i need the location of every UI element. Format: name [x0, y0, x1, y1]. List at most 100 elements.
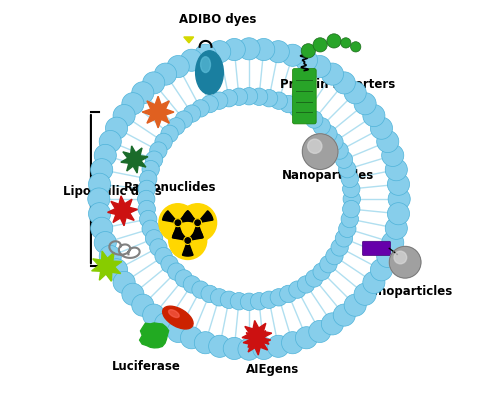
- Text: Radionuclides: Radionuclides: [124, 181, 216, 194]
- Polygon shape: [182, 211, 195, 222]
- Circle shape: [194, 332, 217, 354]
- Circle shape: [389, 246, 421, 278]
- Circle shape: [192, 100, 209, 117]
- Circle shape: [394, 251, 407, 264]
- Circle shape: [250, 88, 268, 105]
- Circle shape: [333, 304, 356, 326]
- Circle shape: [175, 270, 193, 287]
- Circle shape: [238, 38, 260, 60]
- Circle shape: [167, 55, 189, 78]
- Ellipse shape: [168, 310, 179, 318]
- Circle shape: [161, 256, 178, 273]
- Circle shape: [139, 170, 157, 187]
- Circle shape: [339, 160, 356, 178]
- Circle shape: [195, 220, 200, 225]
- Circle shape: [183, 276, 201, 293]
- Circle shape: [343, 200, 360, 218]
- Circle shape: [211, 92, 228, 109]
- Circle shape: [301, 44, 315, 58]
- Circle shape: [142, 72, 165, 94]
- Circle shape: [385, 217, 407, 239]
- Circle shape: [138, 180, 155, 198]
- Circle shape: [252, 338, 275, 359]
- Circle shape: [270, 289, 287, 306]
- Circle shape: [252, 39, 275, 60]
- Circle shape: [260, 90, 278, 107]
- Circle shape: [309, 55, 331, 78]
- Circle shape: [155, 248, 172, 265]
- Ellipse shape: [163, 306, 193, 329]
- Circle shape: [223, 338, 246, 359]
- Circle shape: [168, 263, 185, 280]
- Circle shape: [183, 105, 201, 122]
- Circle shape: [281, 44, 304, 66]
- Circle shape: [313, 38, 327, 52]
- Circle shape: [295, 49, 318, 71]
- Circle shape: [297, 105, 315, 122]
- Circle shape: [387, 173, 409, 195]
- Circle shape: [113, 105, 135, 127]
- Circle shape: [250, 293, 268, 310]
- Text: Protein reporters: Protein reporters: [280, 78, 395, 91]
- Circle shape: [168, 118, 185, 135]
- Circle shape: [371, 117, 392, 139]
- FancyBboxPatch shape: [292, 68, 316, 124]
- Polygon shape: [181, 211, 193, 222]
- Circle shape: [192, 281, 209, 298]
- Polygon shape: [162, 211, 175, 222]
- Circle shape: [309, 320, 331, 343]
- Circle shape: [209, 335, 231, 357]
- Circle shape: [142, 160, 159, 178]
- Circle shape: [175, 220, 181, 225]
- Text: Luciferase: Luciferase: [112, 361, 181, 373]
- Polygon shape: [200, 211, 213, 222]
- Circle shape: [289, 281, 306, 298]
- Circle shape: [327, 34, 341, 48]
- Circle shape: [184, 237, 192, 244]
- Circle shape: [99, 131, 122, 152]
- Circle shape: [201, 285, 218, 302]
- Circle shape: [185, 238, 190, 243]
- Circle shape: [88, 188, 110, 210]
- Circle shape: [154, 313, 177, 335]
- Circle shape: [295, 327, 318, 349]
- Polygon shape: [242, 320, 272, 350]
- Text: AIEgens: AIEgens: [246, 363, 299, 376]
- Circle shape: [385, 159, 407, 181]
- Circle shape: [137, 190, 155, 208]
- Circle shape: [211, 289, 228, 306]
- Circle shape: [388, 188, 410, 210]
- Circle shape: [106, 117, 127, 139]
- Circle shape: [159, 204, 197, 242]
- Circle shape: [376, 131, 399, 152]
- Circle shape: [145, 151, 163, 168]
- Ellipse shape: [201, 57, 211, 72]
- Circle shape: [326, 133, 343, 150]
- Circle shape: [363, 271, 385, 293]
- Circle shape: [280, 285, 297, 302]
- Circle shape: [305, 111, 323, 128]
- Circle shape: [241, 293, 257, 310]
- Polygon shape: [184, 37, 194, 43]
- Circle shape: [150, 239, 167, 256]
- Circle shape: [331, 239, 348, 256]
- Circle shape: [89, 203, 111, 225]
- Circle shape: [321, 313, 344, 335]
- Text: Nanoparticles: Nanoparticles: [361, 285, 453, 298]
- Circle shape: [99, 246, 122, 267]
- Circle shape: [344, 294, 366, 316]
- Text: ADIBO dyes: ADIBO dyes: [179, 13, 256, 26]
- Polygon shape: [190, 228, 203, 240]
- Circle shape: [371, 259, 392, 281]
- Text: Lipophilic dyes: Lipophilic dyes: [63, 185, 162, 197]
- Circle shape: [289, 100, 306, 117]
- Text: Nanoparticles: Nanoparticles: [282, 169, 374, 182]
- Circle shape: [220, 291, 238, 308]
- Circle shape: [161, 125, 178, 142]
- Circle shape: [184, 237, 191, 244]
- Circle shape: [91, 217, 113, 239]
- Circle shape: [335, 151, 353, 168]
- Polygon shape: [139, 323, 169, 348]
- Ellipse shape: [196, 51, 223, 94]
- Circle shape: [174, 219, 181, 226]
